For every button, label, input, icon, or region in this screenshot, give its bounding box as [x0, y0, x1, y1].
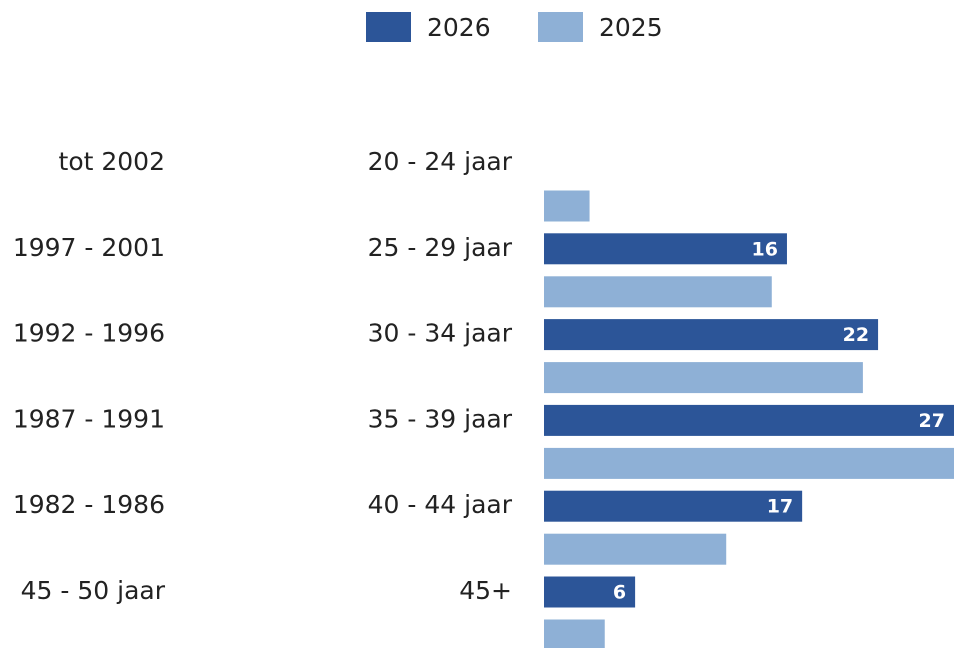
value-label: 22 [843, 324, 869, 346]
bar [544, 233, 787, 265]
value-label: 27 [919, 410, 945, 432]
bar [544, 190, 590, 222]
cohort-label: 1997 - 2001 [13, 233, 165, 262]
value-label: 17 [767, 496, 793, 518]
legend-swatch [366, 12, 411, 42]
legend-swatch [538, 12, 583, 42]
category-label: 40 - 44 jaar [368, 490, 513, 519]
value-label: 6 [613, 582, 626, 604]
bar [544, 576, 636, 608]
cohort-label: 1987 - 1991 [13, 404, 165, 433]
category-label: 45+ [459, 576, 512, 605]
category-label: 35 - 39 jaar [368, 404, 513, 433]
cohort-label: 45 - 50 jaar [21, 576, 166, 605]
bar [544, 619, 605, 648]
bar [544, 319, 879, 351]
category-label: 20 - 24 jaar [368, 147, 513, 176]
bar [544, 490, 803, 522]
bar [544, 447, 954, 479]
cohort-label: tot 2002 [59, 147, 165, 176]
category-label: 30 - 34 jaar [368, 319, 513, 348]
legend-label: 2025 [599, 13, 663, 42]
bar [544, 276, 772, 308]
legend-label: 2026 [427, 13, 491, 42]
category-label: 25 - 29 jaar [368, 233, 513, 262]
bar [544, 404, 954, 436]
bar [544, 362, 863, 394]
bar [544, 533, 727, 565]
cohort-label: 1992 - 1996 [13, 319, 165, 348]
value-label: 16 [752, 238, 778, 260]
cohort-label: 1982 - 1986 [13, 490, 165, 519]
